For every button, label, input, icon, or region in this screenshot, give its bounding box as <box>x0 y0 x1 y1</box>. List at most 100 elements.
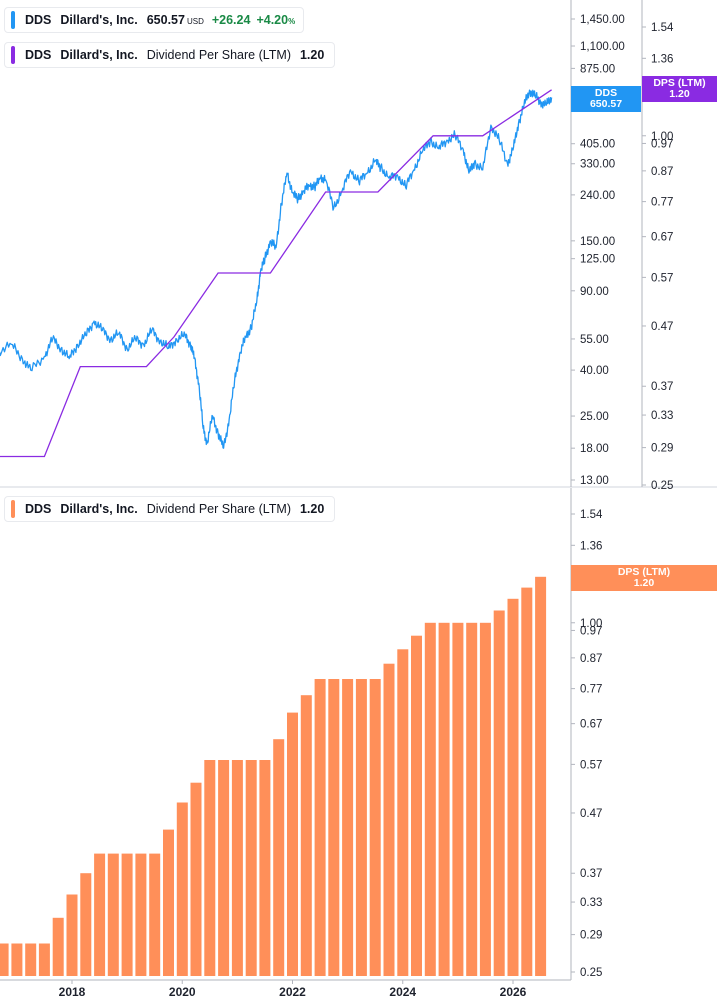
dps-bar[interactable] <box>438 622 450 976</box>
legend-price[interactable]: DDS Dillard's, Inc. 650.57 USD +26.24 +4… <box>4 7 305 33</box>
x-axis-tick-label: 2020 <box>169 985 196 999</box>
dps-bar[interactable] <box>300 695 312 976</box>
price-series-line[interactable] <box>0 89 553 449</box>
dps-top-axis-tick-label: 1.36 <box>651 53 673 65</box>
dps-bar[interactable] <box>521 587 533 976</box>
legend-dps-bottom-metric: Dividend Per Share (LTM) <box>146 502 291 516</box>
legend-price-change: +26.24 <box>211 13 251 27</box>
dps-bar[interactable] <box>314 679 326 976</box>
bottom-pane-plot[interactable] <box>0 576 547 977</box>
dps-bar[interactable] <box>397 649 409 976</box>
dps-line-color-swatch <box>11 46 15 64</box>
dps-bar[interactable] <box>38 943 50 977</box>
price-axis-tick-label: 875.00 <box>580 63 615 75</box>
price-axis-tick-label: 13.00 <box>580 475 609 487</box>
dps-bottom-tag-label: DPS (LTM) <box>617 566 671 578</box>
dps-bar[interactable] <box>52 917 64 976</box>
dps-bar[interactable] <box>204 760 216 976</box>
legend-price-value: 650.57 <box>146 13 185 27</box>
legend-dps-bottom-symbol: DDS <box>25 502 52 516</box>
legend-dps-bottom[interactable]: DDS Dillard's, Inc. Dividend Per Share (… <box>4 496 336 522</box>
dps-bar[interactable] <box>411 635 422 976</box>
x-axis-tick-label: 2022 <box>279 985 306 999</box>
dps-top-axis-tick-label: 0.25 <box>651 480 673 492</box>
dps-bottom-axis-tick-label: 0.47 <box>580 808 602 820</box>
dps-bar[interactable] <box>66 894 78 977</box>
dps-bar[interactable] <box>479 622 491 976</box>
legend-price-symbol: DDS <box>25 13 52 27</box>
top-pane-plot[interactable] <box>0 89 553 458</box>
legend-dps-bottom-value: 1.20 <box>299 502 325 516</box>
dps-bar[interactable] <box>369 679 381 976</box>
dps-bottom-axis-tick-label: 0.25 <box>580 967 602 979</box>
price-axis-tick-label: 330.00 <box>580 159 615 171</box>
price-tag-symbol: DDS <box>594 87 618 99</box>
dps-bar[interactable] <box>80 873 92 976</box>
price-axis-tick-label: 1,100.00 <box>580 41 625 53</box>
legend-price-change-pct: +4.20% <box>256 13 296 27</box>
dps-bottom-tag-value: 1.20 <box>633 577 655 589</box>
legend-dps-top-metric: Dividend Per Share (LTM) <box>146 48 291 62</box>
legend-dps-top[interactable]: DDS Dillard's, Inc. Dividend Per Share (… <box>4 42 336 68</box>
dps-bar[interactable] <box>342 679 354 976</box>
legend-dps-bottom-name: Dillard's, Inc. <box>60 502 138 516</box>
dps-bar[interactable] <box>507 598 519 976</box>
dps-bar[interactable] <box>107 853 119 976</box>
legend-price-name: Dillard's, Inc. <box>60 13 138 27</box>
dps-top-axis-tick-label: 0.97 <box>651 138 673 150</box>
dps-bar[interactable] <box>135 853 147 976</box>
dps-top-axis-tick-label: 0.87 <box>651 166 673 178</box>
price-axis-tick-label: 55.00 <box>580 334 609 346</box>
dps-top-tag-value: 1.20 <box>669 88 690 100</box>
x-axis-tick-label: 2026 <box>500 985 527 999</box>
dps-bar[interactable] <box>163 829 174 976</box>
dps-bottom-axis-tick-label: 0.33 <box>580 897 602 909</box>
dps-bar[interactable] <box>424 622 436 976</box>
dps-bar[interactable] <box>11 943 23 977</box>
price-axis-tick-label: 240.00 <box>580 190 615 202</box>
dps-bar[interactable] <box>25 943 37 977</box>
dps-bar[interactable] <box>328 679 340 976</box>
dps-bar[interactable] <box>149 853 161 976</box>
dps-bar[interactable] <box>190 782 202 976</box>
dps-bar[interactable] <box>466 622 478 976</box>
dps-bar[interactable] <box>535 576 547 976</box>
price-last-value-tag: DDS 650.57 <box>571 86 641 112</box>
dps-top-axis-tick-label: 1.54 <box>651 22 674 34</box>
dps-bottom-axis-tick-label: 0.37 <box>580 868 602 880</box>
dps-bar[interactable] <box>287 712 298 976</box>
dps-bar[interactable] <box>493 610 505 977</box>
dps-series-line[interactable] <box>0 89 552 458</box>
dps-bar[interactable] <box>259 760 271 976</box>
dps-bar-color-swatch <box>11 500 15 518</box>
x-axis-tick-label: 2024 <box>389 985 416 999</box>
dps-top-last-value-tag: DPS (LTM) 1.20 <box>642 76 717 102</box>
dps-bar[interactable] <box>355 679 367 976</box>
dps-bar[interactable] <box>176 802 188 977</box>
dps-top-axis-tick-label: 0.29 <box>651 443 673 455</box>
dps-bar[interactable] <box>273 739 285 976</box>
dps-top-axis-tick-label: 1.00 <box>651 131 673 143</box>
dps-bar[interactable] <box>121 853 133 976</box>
dps-bottom-last-value-tag: DPS (LTM) 1.20 <box>571 565 717 591</box>
legend-dps-top-name: Dillard's, Inc. <box>60 48 138 62</box>
legend-dps-top-symbol: DDS <box>25 48 52 62</box>
price-axis-tick-label: 405.00 <box>580 139 615 151</box>
price-axis-tick-label: 25.00 <box>580 411 609 423</box>
dps-bar[interactable] <box>383 663 395 976</box>
dps-bottom-axis-tick-label: 0.57 <box>580 759 602 771</box>
dps-bar[interactable] <box>231 760 243 976</box>
dps-bar[interactable] <box>245 760 257 976</box>
dps-bottom-axis-tick-label: 0.77 <box>580 684 602 696</box>
dps-bar[interactable] <box>218 760 230 976</box>
legend-price-currency: USD <box>186 16 204 26</box>
dps-bottom-axis-tick-label: 0.67 <box>580 719 602 731</box>
dps-bar[interactable] <box>452 622 464 976</box>
dps-bar[interactable] <box>94 853 106 976</box>
dps-top-axis-tick-label: 0.37 <box>651 381 673 393</box>
dps-top-axis-tick-label: 0.67 <box>651 232 673 244</box>
price-axis-tick-label: 125.00 <box>580 254 615 266</box>
dps-bar[interactable] <box>0 943 9 977</box>
price-axis-tick-label: 90.00 <box>580 286 609 298</box>
